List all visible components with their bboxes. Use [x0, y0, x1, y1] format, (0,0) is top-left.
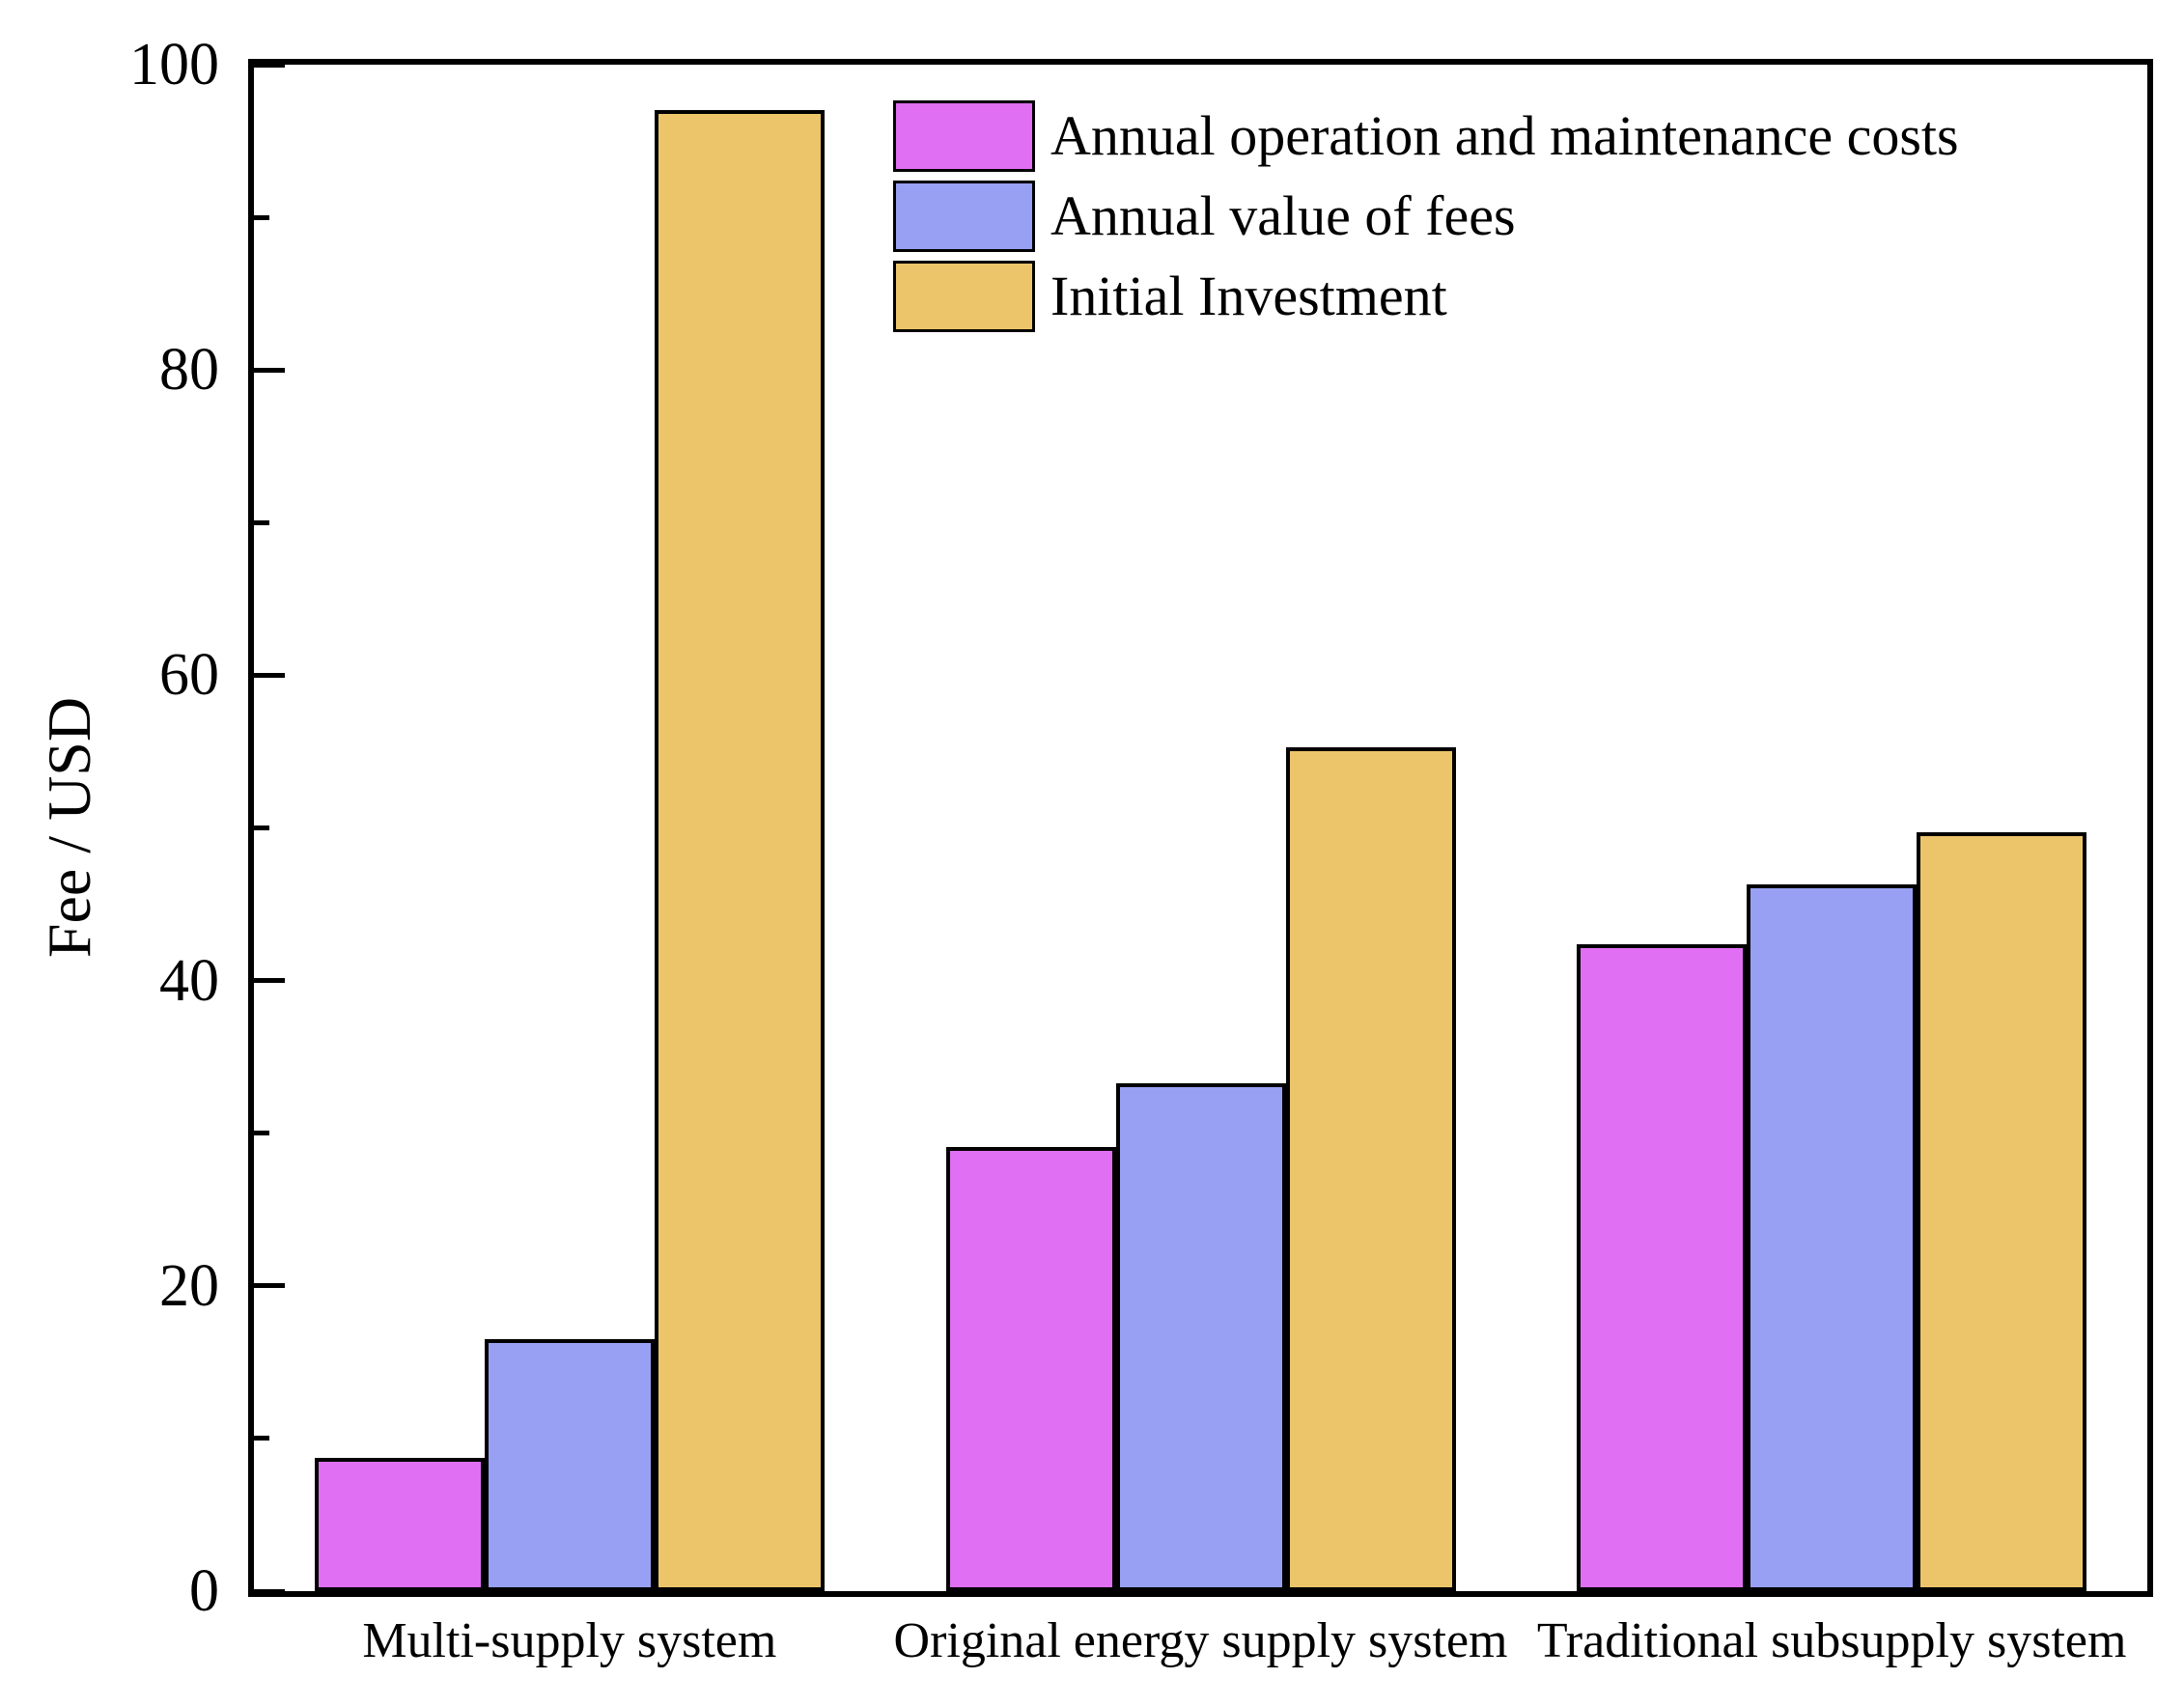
y-tick-label-100: 100 [129, 32, 219, 98]
bar-series2-cat0 [655, 110, 825, 1591]
legend-row: Initial Investment [893, 261, 1959, 332]
y-tick-minor-50 [254, 826, 269, 830]
y-tick-major-40 [254, 978, 285, 984]
y-tick-major-60 [254, 672, 285, 678]
bar-series0-cat2 [1577, 944, 1747, 1591]
y-axis-title: Fee / USD [35, 696, 103, 959]
y-tick-minor-90 [254, 214, 269, 220]
y-tick-label-60: 60 [159, 642, 219, 708]
legend-row: Annual value of fees [893, 181, 1959, 252]
category-label-original-energy: Original energy supply system [893, 1613, 1508, 1668]
legend-swatch-annual-fees [893, 181, 1035, 252]
legend-label-operation-costs: Annual operation and maintenance costs [1050, 104, 1959, 167]
legend: Annual operation and maintenance costs A… [893, 100, 1959, 332]
y-tick-major-20 [254, 1283, 285, 1289]
legend-row: Annual operation and maintenance costs [893, 100, 1959, 172]
bars-layer [254, 62, 2147, 1594]
legend-label-annual-fees: Annual value of fees [1050, 184, 1516, 247]
y-tick-label-20: 20 [159, 1253, 219, 1319]
bar-series1-cat0 [485, 1339, 655, 1591]
category-label-multi-supply: Multi-supply system [362, 1613, 777, 1668]
legend-label-initial-investment: Initial Investment [1050, 265, 1447, 327]
legend-swatch-operation-costs [893, 100, 1035, 172]
y-tick-minor-10 [254, 1436, 269, 1441]
y-tick-major-100 [254, 62, 285, 68]
bar-series1-cat2 [1747, 884, 1917, 1591]
bar-series2-cat2 [1917, 832, 2086, 1591]
bar-series1-cat1 [1116, 1083, 1286, 1591]
y-tick-minor-70 [254, 519, 269, 525]
y-tick-label-40: 40 [159, 948, 219, 1014]
plot-area: Annual operation and maintenance costs A… [248, 59, 2153, 1597]
legend-swatch-initial-investment [893, 261, 1035, 332]
bar-series0-cat0 [315, 1458, 485, 1591]
bar-series2-cat1 [1286, 747, 1456, 1591]
y-tick-label-0: 0 [189, 1558, 219, 1624]
y-tick-major-0 [254, 1588, 285, 1594]
category-label-traditional-subsupply: Traditional subsupply system [1536, 1613, 2127, 1668]
y-tick-minor-30 [254, 1131, 269, 1136]
y-tick-label-80: 80 [159, 337, 219, 403]
y-tick-major-80 [254, 367, 285, 373]
bar-series0-cat1 [946, 1147, 1116, 1591]
x-category-labels: Multi-supply system Original energy supp… [254, 1612, 2147, 1699]
